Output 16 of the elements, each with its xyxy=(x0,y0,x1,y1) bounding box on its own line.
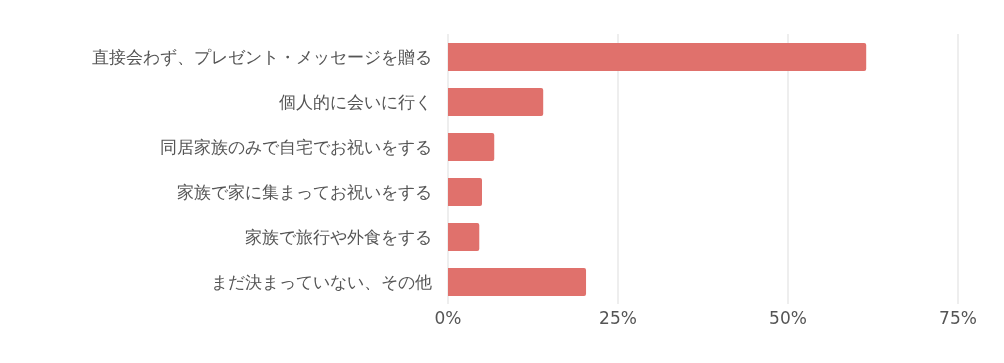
y-tick-label: 家族で家に集まってお祝いをする xyxy=(177,181,432,202)
bar xyxy=(448,43,867,71)
bar xyxy=(448,88,544,116)
y-tick-label: 個人的に会いに行く xyxy=(279,91,432,112)
x-tick-label: 25% xyxy=(599,308,637,329)
x-tick-label: 0% xyxy=(434,308,462,329)
y-tick-label: 直接会わず、プレゼント・メッセージを贈る xyxy=(92,46,432,67)
bar xyxy=(448,178,482,206)
y-tick-label: まだ決まっていない、その他 xyxy=(211,271,432,292)
y-tick-label: 家族で旅行や外食をする xyxy=(245,226,432,247)
bar xyxy=(448,133,495,161)
bar xyxy=(448,268,587,296)
y-tick-label: 同居家族のみで自宅でお祝いをする xyxy=(160,136,432,157)
bar xyxy=(448,223,480,251)
x-tick-label: 75% xyxy=(939,308,977,329)
x-tick-label: 50% xyxy=(769,308,807,329)
